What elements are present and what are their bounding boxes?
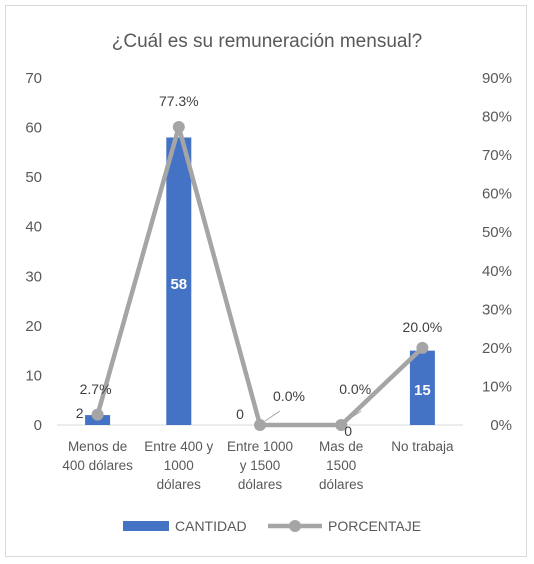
y-left-tick-label: 40 xyxy=(25,219,42,236)
y-left-tick-label: 50 xyxy=(25,169,42,186)
y-right-tick-label: 80% xyxy=(482,109,512,126)
bar-data-label: 15 xyxy=(414,382,431,399)
y-right-tick-label: 20% xyxy=(482,340,512,357)
x-category-label: dólares xyxy=(319,477,364,492)
point-porcentaje xyxy=(254,419,266,431)
y-left-tick-label: 60 xyxy=(25,120,42,137)
y-right-tick-label: 50% xyxy=(482,224,512,241)
point-porcentaje xyxy=(335,419,348,431)
bar-cantidad xyxy=(166,137,192,425)
point-porcentaje xyxy=(416,341,429,354)
line-porcentaje xyxy=(95,124,424,428)
y-right-tick-label: 40% xyxy=(482,263,512,280)
bar-cantidad xyxy=(409,350,435,425)
chart-title: ¿Cuál es su remuneración mensual? xyxy=(112,31,423,52)
y-right-tick-label: 30% xyxy=(482,301,512,318)
legend-label-cantidad: CANTIDAD xyxy=(175,518,247,534)
y-left-tick-label: 70 xyxy=(25,70,42,87)
x-category-label: Entre 400 y xyxy=(144,439,213,454)
line-data-label: 77.3% xyxy=(159,93,199,109)
legend-marker-porcentaje xyxy=(289,520,301,532)
legend-swatch-cantidad xyxy=(123,521,169,531)
y-right-tick-label: 0% xyxy=(490,417,512,434)
bar-data-label: 0 xyxy=(236,406,244,422)
point-porcentaje xyxy=(172,120,185,133)
bar-data-label: 2 xyxy=(76,405,84,421)
line-data-label: 0.0% xyxy=(339,381,371,397)
y-left-tick-label: 10 xyxy=(25,367,42,384)
line-data-label: 2.7% xyxy=(80,381,112,397)
x-category-label: dólares xyxy=(157,477,202,492)
line-data-label: 0.0% xyxy=(273,388,305,404)
x-category-label: Mas de xyxy=(319,439,363,454)
legend-label-porcentaje: PORCENTAJE xyxy=(328,518,421,534)
bar-data-label: 58 xyxy=(170,276,187,293)
label-leader-line xyxy=(345,410,362,422)
x-category-label: 400 dólares xyxy=(62,458,133,473)
x-category-label: No trabaja xyxy=(391,439,454,454)
label-leader-line xyxy=(264,410,281,422)
y-left-tick-label: 30 xyxy=(25,268,42,285)
y-right-tick-label: 60% xyxy=(482,186,512,203)
y-left-tick-label: 20 xyxy=(25,318,42,335)
x-category-label: 1500 xyxy=(326,458,356,473)
x-category-label: Menos de xyxy=(68,439,127,454)
x-category-label: 1000 xyxy=(164,458,194,473)
y-right-tick-label: 70% xyxy=(482,147,512,164)
x-category-label: dólares xyxy=(238,477,283,492)
x-category-label: Entre 1000 xyxy=(227,439,293,454)
x-category-label: y 1500 xyxy=(240,458,281,473)
line-data-label: 20.0% xyxy=(403,319,443,335)
y-right-tick-label: 10% xyxy=(482,378,512,395)
y-right-tick-label: 90% xyxy=(482,70,512,87)
chart-frame xyxy=(5,5,527,557)
bar-data-label: 0 xyxy=(344,423,352,439)
point-porcentaje xyxy=(91,408,104,421)
y-left-tick-label: 0 xyxy=(34,417,42,434)
